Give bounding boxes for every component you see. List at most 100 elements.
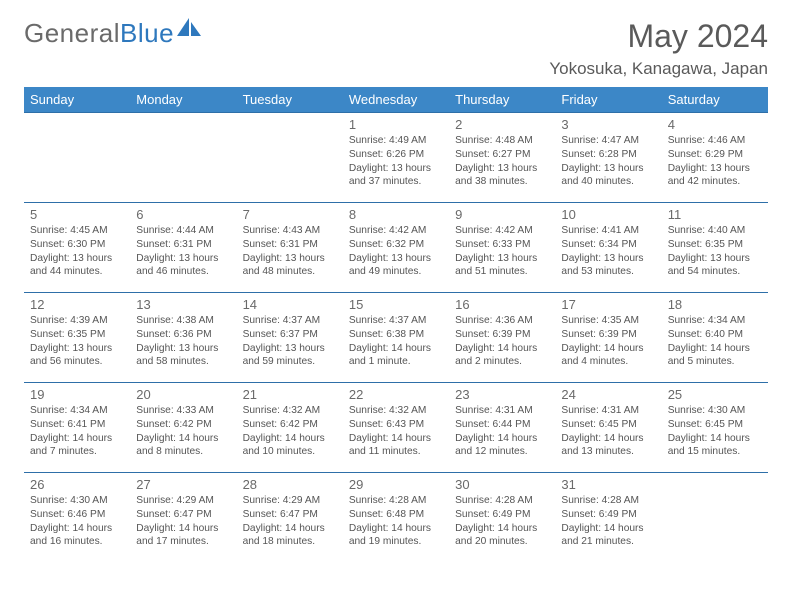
calendar-day-cell (237, 113, 343, 203)
calendar-day-cell: 19 Sunrise: 4:34 AMSunset: 6:41 PMDayligh… (24, 383, 130, 473)
day-number: 26 (30, 477, 124, 492)
day-number: 28 (243, 477, 337, 492)
calendar-day-cell: 18 Sunrise: 4:34 AMSunset: 6:40 PMDayligh… (662, 293, 768, 383)
day-detail: Sunrise: 4:43 AMSunset: 6:31 PMDaylight:… (243, 224, 337, 279)
day-header: Friday (555, 87, 661, 113)
calendar-day-cell (24, 113, 130, 203)
day-detail: Sunrise: 4:37 AMSunset: 6:37 PMDaylight:… (243, 314, 337, 369)
calendar-day-cell (662, 473, 768, 563)
calendar-day-cell: 3 Sunrise: 4:47 AMSunset: 6:28 PMDaylight… (555, 113, 661, 203)
logo-text-1: General (24, 18, 120, 49)
day-number: 19 (30, 387, 124, 402)
logo-sail-icon (176, 16, 202, 38)
calendar-week-row: 26 Sunrise: 4:30 AMSunset: 6:46 PMDayligh… (24, 473, 768, 563)
day-number: 22 (349, 387, 443, 402)
day-number: 10 (561, 207, 655, 222)
day-number: 3 (561, 117, 655, 132)
day-detail: Sunrise: 4:31 AMSunset: 6:44 PMDaylight:… (455, 404, 549, 459)
day-number: 13 (136, 297, 230, 312)
day-number: 8 (349, 207, 443, 222)
day-detail: Sunrise: 4:48 AMSunset: 6:27 PMDaylight:… (455, 134, 549, 189)
day-header: Sunday (24, 87, 130, 113)
calendar-head: SundayMondayTuesdayWednesdayThursdayFrid… (24, 87, 768, 113)
day-detail: Sunrise: 4:49 AMSunset: 6:26 PMDaylight:… (349, 134, 443, 189)
calendar-day-cell: 30Sunrise: 4:28 AMSunset: 6:49 PMDayligh… (449, 473, 555, 563)
day-detail: Sunrise: 4:46 AMSunset: 6:29 PMDaylight:… (668, 134, 762, 189)
calendar-day-cell: 10 Sunrise: 4:41 AMSunset: 6:34 PMDayligh… (555, 203, 661, 293)
day-number: 17 (561, 297, 655, 312)
day-number: 9 (455, 207, 549, 222)
day-number: 23 (455, 387, 549, 402)
calendar-day-cell: 8Sunrise: 4:42 AMSunset: 6:32 PMDaylight… (343, 203, 449, 293)
calendar-day-cell: 16 Sunrise: 4:36 AMSunset: 6:39 PMDayligh… (449, 293, 555, 383)
calendar-day-cell: 25Sunrise: 4:30 AMSunset: 6:45 PMDayligh… (662, 383, 768, 473)
day-detail: Sunrise: 4:34 AMSunset: 6:40 PMDaylight:… (668, 314, 762, 369)
calendar-day-cell: 26 Sunrise: 4:30 AMSunset: 6:46 PMDayligh… (24, 473, 130, 563)
day-detail: Sunrise: 4:36 AMSunset: 6:39 PMDaylight:… (455, 314, 549, 369)
day-header: Monday (130, 87, 236, 113)
calendar-day-cell: 20Sunrise: 4:33 AMSunset: 6:42 PMDayligh… (130, 383, 236, 473)
calendar-table: SundayMondayTuesdayWednesdayThursdayFrid… (24, 87, 768, 563)
day-number: 4 (668, 117, 762, 132)
day-detail: Sunrise: 4:33 AMSunset: 6:42 PMDaylight:… (136, 404, 230, 459)
day-detail: Sunrise: 4:30 AMSunset: 6:46 PMDaylight:… (30, 494, 124, 549)
calendar-day-cell: 15 Sunrise: 4:37 AMSunset: 6:38 PMDayligh… (343, 293, 449, 383)
calendar-day-cell: 6Sunrise: 4:44 AMSunset: 6:31 PMDaylight… (130, 203, 236, 293)
logo-text-2: Blue (120, 18, 174, 49)
calendar-day-cell: 2 Sunrise: 4:48 AMSunset: 6:27 PMDaylight… (449, 113, 555, 203)
day-detail: Sunrise: 4:42 AMSunset: 6:33 PMDaylight:… (455, 224, 549, 279)
calendar-day-cell: 29Sunrise: 4:28 AMSunset: 6:48 PMDayligh… (343, 473, 449, 563)
calendar-day-cell: 22Sunrise: 4:32 AMSunset: 6:43 PMDayligh… (343, 383, 449, 473)
calendar-day-cell (130, 113, 236, 203)
day-detail: Sunrise: 4:38 AMSunset: 6:36 PMDaylight:… (136, 314, 230, 369)
day-number: 16 (455, 297, 549, 312)
calendar-day-cell: 31 Sunrise: 4:28 AMSunset: 6:49 PMDayligh… (555, 473, 661, 563)
day-number: 15 (349, 297, 443, 312)
calendar-day-cell: 23 Sunrise: 4:31 AMSunset: 6:44 PMDayligh… (449, 383, 555, 473)
day-detail: Sunrise: 4:28 AMSunset: 6:49 PMDaylight:… (455, 494, 549, 549)
day-header: Saturday (662, 87, 768, 113)
calendar-day-cell: 12Sunrise: 4:39 AMSunset: 6:35 PMDayligh… (24, 293, 130, 383)
calendar-day-cell: 7 Sunrise: 4:43 AMSunset: 6:31 PMDaylight… (237, 203, 343, 293)
day-number: 29 (349, 477, 443, 492)
calendar-body: 1Sunrise: 4:49 AMSunset: 6:26 PMDaylight… (24, 113, 768, 563)
day-detail: Sunrise: 4:44 AMSunset: 6:31 PMDaylight:… (136, 224, 230, 279)
calendar-week-row: 19 Sunrise: 4:34 AMSunset: 6:41 PMDayligh… (24, 383, 768, 473)
day-detail: Sunrise: 4:35 AMSunset: 6:39 PMDaylight:… (561, 314, 655, 369)
day-detail: Sunrise: 4:45 AMSunset: 6:30 PMDaylight:… (30, 224, 124, 279)
day-detail: Sunrise: 4:28 AMSunset: 6:49 PMDaylight:… (561, 494, 655, 549)
day-detail: Sunrise: 4:37 AMSunset: 6:38 PMDaylight:… (349, 314, 443, 369)
day-number: 24 (561, 387, 655, 402)
day-detail: Sunrise: 4:47 AMSunset: 6:28 PMDaylight:… (561, 134, 655, 189)
day-number: 5 (30, 207, 124, 222)
day-detail: Sunrise: 4:32 AMSunset: 6:42 PMDaylight:… (243, 404, 337, 459)
day-number: 25 (668, 387, 762, 402)
day-detail: Sunrise: 4:29 AMSunset: 6:47 PMDaylight:… (243, 494, 337, 549)
day-detail: Sunrise: 4:34 AMSunset: 6:41 PMDaylight:… (30, 404, 124, 459)
day-detail: Sunrise: 4:40 AMSunset: 6:35 PMDaylight:… (668, 224, 762, 279)
day-number: 18 (668, 297, 762, 312)
logo: GeneralBlue (24, 18, 202, 49)
location-subtitle: Yokosuka, Kanagawa, Japan (549, 59, 768, 79)
day-number: 2 (455, 117, 549, 132)
calendar-day-cell: 24Sunrise: 4:31 AMSunset: 6:45 PMDayligh… (555, 383, 661, 473)
day-detail: Sunrise: 4:41 AMSunset: 6:34 PMDaylight:… (561, 224, 655, 279)
day-detail: Sunrise: 4:29 AMSunset: 6:47 PMDaylight:… (136, 494, 230, 549)
calendar-day-cell: 11 Sunrise: 4:40 AMSunset: 6:35 PMDayligh… (662, 203, 768, 293)
month-title: May 2024 (549, 18, 768, 55)
page-header: GeneralBlue May 2024 Yokosuka, Kanagawa,… (24, 18, 768, 79)
calendar-day-cell: 14 Sunrise: 4:37 AMSunset: 6:37 PMDayligh… (237, 293, 343, 383)
calendar-day-cell: 5 Sunrise: 4:45 AMSunset: 6:30 PMDaylight… (24, 203, 130, 293)
day-number: 14 (243, 297, 337, 312)
day-number: 11 (668, 207, 762, 222)
day-number: 31 (561, 477, 655, 492)
calendar-day-cell: 28 Sunrise: 4:29 AMSunset: 6:47 PMDayligh… (237, 473, 343, 563)
calendar-week-row: 12Sunrise: 4:39 AMSunset: 6:35 PMDayligh… (24, 293, 768, 383)
day-number: 7 (243, 207, 337, 222)
calendar-day-cell: 21Sunrise: 4:32 AMSunset: 6:42 PMDayligh… (237, 383, 343, 473)
calendar-day-cell: 27 Sunrise: 4:29 AMSunset: 6:47 PMDayligh… (130, 473, 236, 563)
calendar-day-cell: 17 Sunrise: 4:35 AMSunset: 6:39 PMDayligh… (555, 293, 661, 383)
calendar-day-cell: 9 Sunrise: 4:42 AMSunset: 6:33 PMDaylight… (449, 203, 555, 293)
day-header: Wednesday (343, 87, 449, 113)
day-number: 27 (136, 477, 230, 492)
